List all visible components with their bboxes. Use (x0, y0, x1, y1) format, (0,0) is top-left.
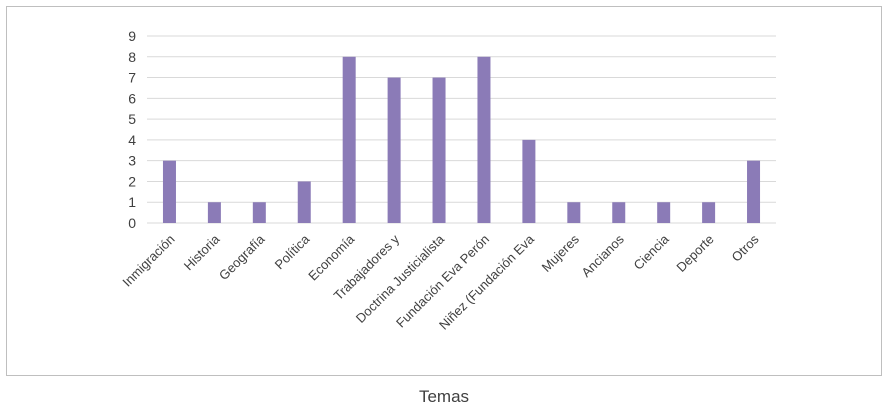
bar (387, 77, 401, 223)
x-tick-label: Mujeres (539, 231, 583, 275)
bar (252, 202, 266, 223)
bar (522, 139, 536, 223)
gridlines (147, 35, 776, 224)
x-axis-title: Temas (418, 387, 470, 406)
x-tick-label: Ciencia (631, 231, 673, 273)
bar (567, 202, 581, 223)
x-tick-label: Política (272, 231, 313, 272)
bar (657, 202, 671, 223)
y-tick-label: 7 (128, 70, 136, 86)
y-tick-label: 6 (128, 90, 136, 106)
x-tick-label: Ancianos (578, 231, 627, 280)
y-tick-label: 4 (128, 132, 136, 148)
bar (432, 77, 446, 223)
bar (297, 181, 311, 223)
x-tick-label: Geografía (216, 231, 268, 283)
x-tick-label: Inmigración (119, 232, 177, 290)
bar (612, 202, 626, 223)
y-tick-label: 0 (128, 215, 136, 231)
bar (342, 56, 356, 224)
bar (207, 202, 221, 223)
y-tick-label: 8 (128, 49, 136, 65)
x-tick-label: Deporte (673, 232, 716, 275)
x-tick-label: Otros (729, 231, 762, 264)
bar (162, 160, 176, 223)
bar (702, 202, 716, 223)
y-tick-label: 3 (128, 153, 136, 169)
y-tick-label: 1 (128, 194, 136, 210)
y-axis-tick-labels: 0 1 2 3 4 5 6 7 8 9 (128, 28, 136, 231)
bar (747, 160, 761, 223)
y-tick-label: 2 (128, 173, 136, 189)
y-tick-label: 5 (128, 111, 136, 127)
y-tick-label: 9 (128, 28, 136, 44)
x-tick-label: Historia (181, 231, 223, 273)
bars (162, 56, 761, 224)
bar (477, 56, 491, 224)
